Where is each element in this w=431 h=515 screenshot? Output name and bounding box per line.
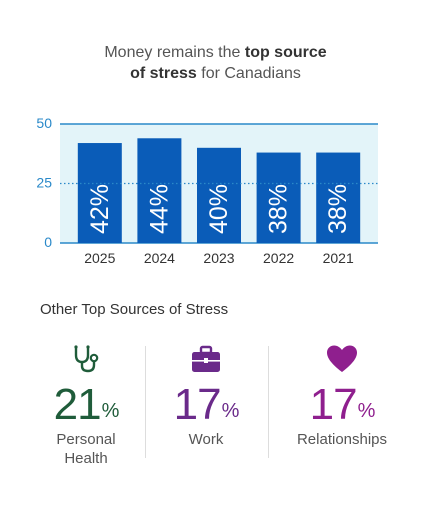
title-bold-2: of stress <box>130 65 197 82</box>
stat-value: 21% <box>53 380 120 429</box>
bar-2022 <box>256 152 301 243</box>
stethoscope-icon <box>36 340 136 374</box>
other-sources-heading: Other Top Sources of Stress <box>40 301 229 318</box>
heart-icon <box>282 340 402 374</box>
divider <box>268 346 269 458</box>
stat-value: 17% <box>309 380 376 429</box>
y-tick-label: 0 <box>44 234 52 250</box>
x-tick-label: 2021 <box>323 250 354 266</box>
bar-value-label: 38% <box>265 184 293 234</box>
bar-value-label: 44% <box>145 184 173 234</box>
bar-chart: 42% 2025 44% 2024 40% 2023 38% 2022 38% 2021 0 25 50 <box>36 115 378 266</box>
y-tick-label: 50 <box>36 115 52 131</box>
bar-2021 <box>316 152 361 243</box>
stat-relationships: 17% Relationships <box>282 340 402 449</box>
x-tick-label: 2023 <box>203 250 234 266</box>
stat-label: Relationships <box>296 431 388 448</box>
stat-value: 17% <box>173 380 240 429</box>
title-text-1: Money remains the <box>104 44 245 61</box>
chart-title: Money remains the top source of stress f… <box>0 42 431 84</box>
x-tick-label: 2024 <box>144 250 175 266</box>
x-tick-label: 2025 <box>84 250 115 266</box>
stat-personal-health: 21% Personal Health <box>36 340 136 468</box>
bar-2024 <box>137 138 182 243</box>
stat-label: Personal Health <box>56 431 116 467</box>
x-tick-label: 2022 <box>263 250 294 266</box>
divider <box>145 346 146 458</box>
stat-label: Work <box>188 431 224 448</box>
bar-value-label: 42% <box>86 184 114 234</box>
briefcase-icon <box>156 340 256 374</box>
stat-work: 17% Work <box>156 340 256 449</box>
title-text-2: for Canadians <box>196 65 301 82</box>
bar-2025 <box>77 143 122 243</box>
title-bold-1: top source <box>244 44 327 61</box>
bar-value-label: 38% <box>324 184 352 234</box>
bar-2023 <box>197 147 241 243</box>
bar-value-label: 40% <box>205 184 233 234</box>
y-tick-label: 25 <box>36 175 52 191</box>
